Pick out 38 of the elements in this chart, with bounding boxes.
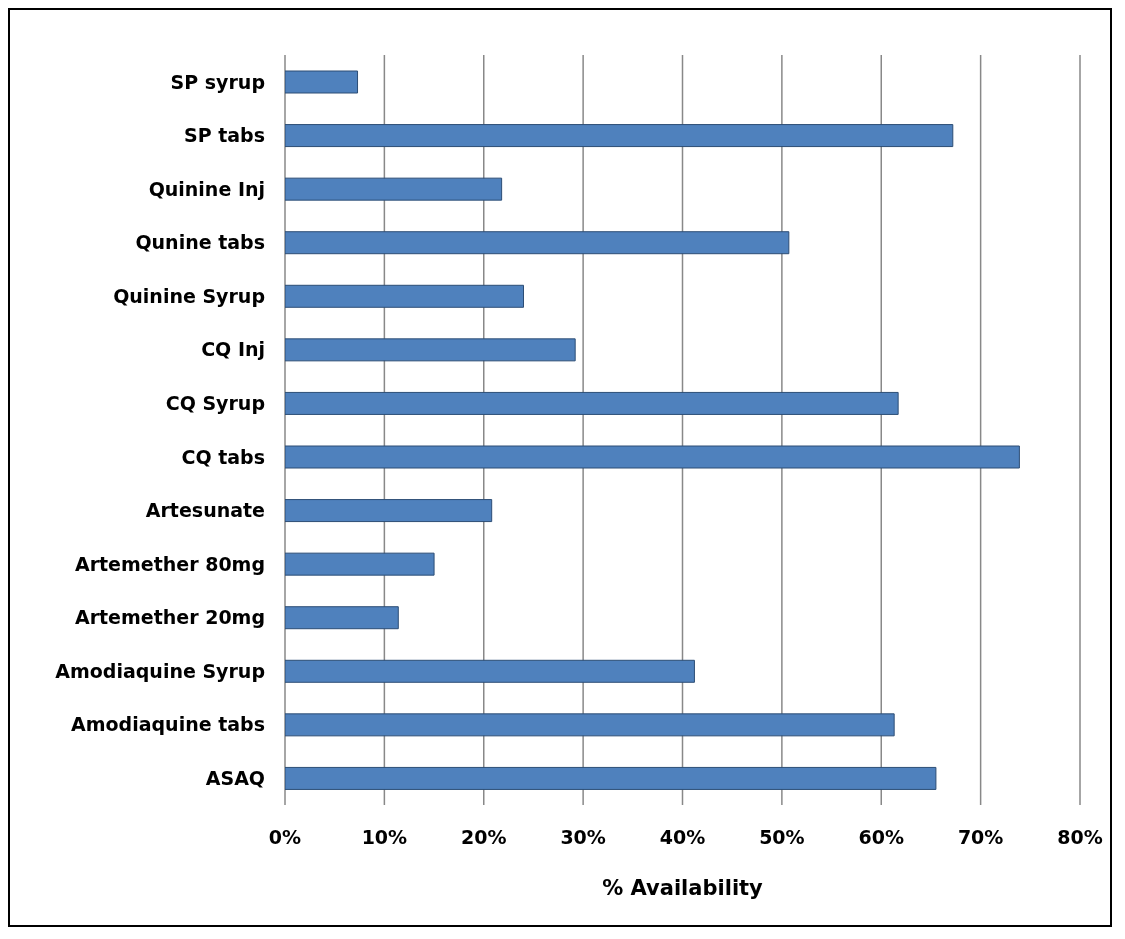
y-tick-label: CQ Inj	[201, 338, 265, 361]
bar	[285, 284, 524, 308]
y-tick-label: CQ Syrup	[165, 391, 265, 414]
x-tick-label: 50%	[759, 826, 805, 849]
y-tick-label: Amodiaquine Syrup	[55, 659, 265, 682]
bar	[285, 499, 493, 523]
x-tick-label: 10%	[361, 826, 408, 849]
y-tick-label: Artemether 20mg	[74, 606, 265, 629]
bar	[285, 552, 435, 576]
x-tick-label: 20%	[461, 826, 507, 849]
y-tick-label: Amodiaquine tabs	[71, 713, 265, 736]
x-tick-label: 40%	[659, 826, 706, 849]
y-tick-label: Quinine Syrup	[113, 284, 265, 307]
x-tick-label: 80%	[1057, 826, 1103, 849]
x-tick-label: 60%	[858, 826, 904, 849]
bar	[285, 713, 895, 737]
y-tick-label: SP syrup	[170, 70, 265, 93]
bar	[285, 766, 937, 790]
x-tick-label: 30%	[560, 826, 606, 849]
bar	[285, 391, 899, 415]
bar	[285, 70, 359, 94]
y-tick-label: SP tabs	[183, 124, 265, 147]
y-tick-label: Quinine Inj	[148, 177, 265, 200]
bar	[285, 338, 576, 362]
bar	[285, 231, 790, 255]
x-axis-title: % Availability	[602, 876, 764, 900]
y-tick-label: ASAQ	[205, 766, 265, 789]
y-tick-label: CQ tabs	[181, 445, 265, 468]
bar	[285, 659, 695, 683]
bar	[285, 177, 503, 201]
y-tick-label: Artemether 80mg	[74, 552, 265, 575]
bar	[285, 445, 1020, 469]
y-tick-label: Qunine tabs	[135, 231, 265, 254]
bar	[285, 124, 954, 148]
x-tick-label: 70%	[957, 826, 1004, 849]
y-tick-label: Artesunate	[145, 499, 265, 522]
x-tick-label: 0%	[268, 826, 302, 849]
bar	[285, 606, 399, 630]
